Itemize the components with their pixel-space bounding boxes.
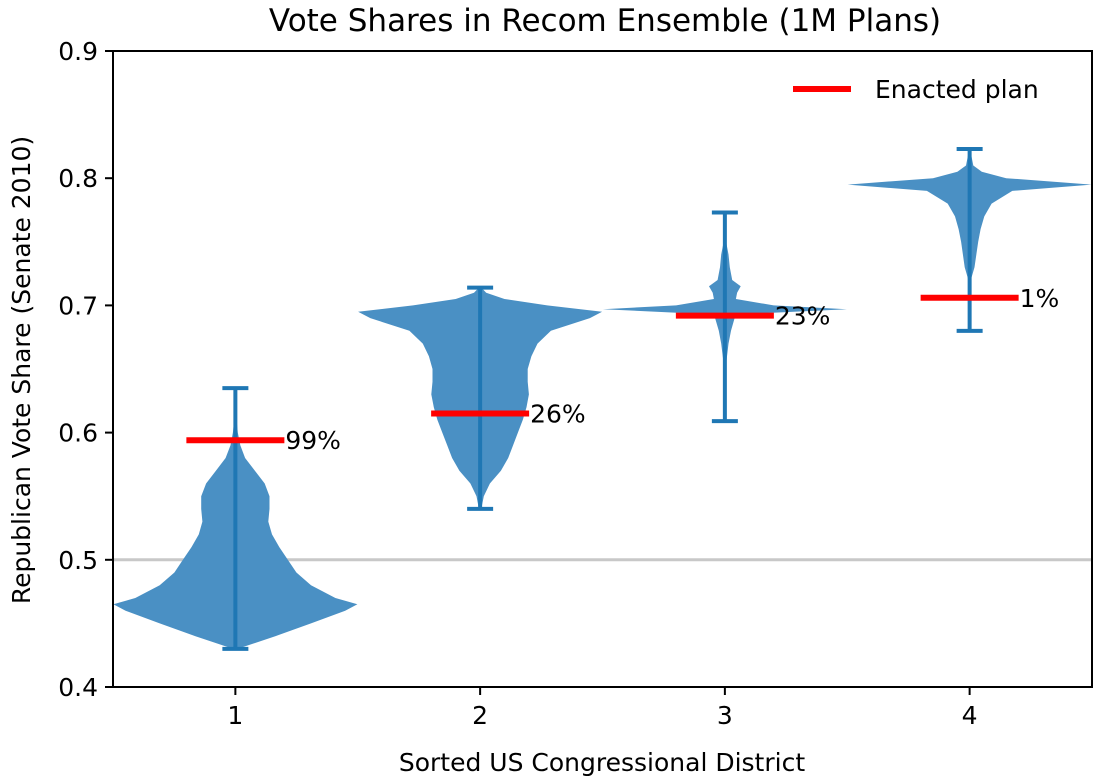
whiskers [222, 146, 983, 651]
enacted-markers: 99% 26% 23% 1% [186, 284, 1059, 455]
legend-label-enacted: Enacted plan [875, 75, 1039, 104]
x-tick-label-1: 1 [227, 701, 243, 730]
legend: Enacted plan [793, 75, 1039, 104]
percentile-label-district-4: 1% [1020, 284, 1060, 313]
y-tick-label-0.5: 0.5 [58, 546, 98, 575]
axis-ticks: 1 2 3 4 0.4 0.5 0.6 0.7 0.8 0.9 [58, 37, 977, 730]
plot-frame [112, 50, 1093, 688]
x-tick-label-3: 3 [717, 701, 733, 730]
percentile-label-district-2: 26% [530, 400, 586, 429]
y-tick-label-0.6: 0.6 [58, 419, 98, 448]
percentile-label-district-1: 99% [285, 426, 341, 455]
x-tick-label-4: 4 [962, 701, 978, 730]
x-tick-label-2: 2 [472, 701, 488, 730]
y-axis-label: Republican Vote Share (Senate 2010) [7, 136, 36, 604]
chart-title: Vote Shares in Recom Ensemble (1M Plans) [269, 3, 941, 39]
y-tick-label-0.7: 0.7 [58, 291, 98, 320]
y-tick-label-0.9: 0.9 [58, 37, 98, 66]
y-tick-label-0.4: 0.4 [58, 673, 98, 702]
x-axis-label: Sorted US Congressional District [399, 748, 805, 777]
violins [113, 148, 1092, 649]
y-tick-label-0.8: 0.8 [58, 164, 98, 193]
percentile-label-district-3: 23% [775, 302, 831, 331]
